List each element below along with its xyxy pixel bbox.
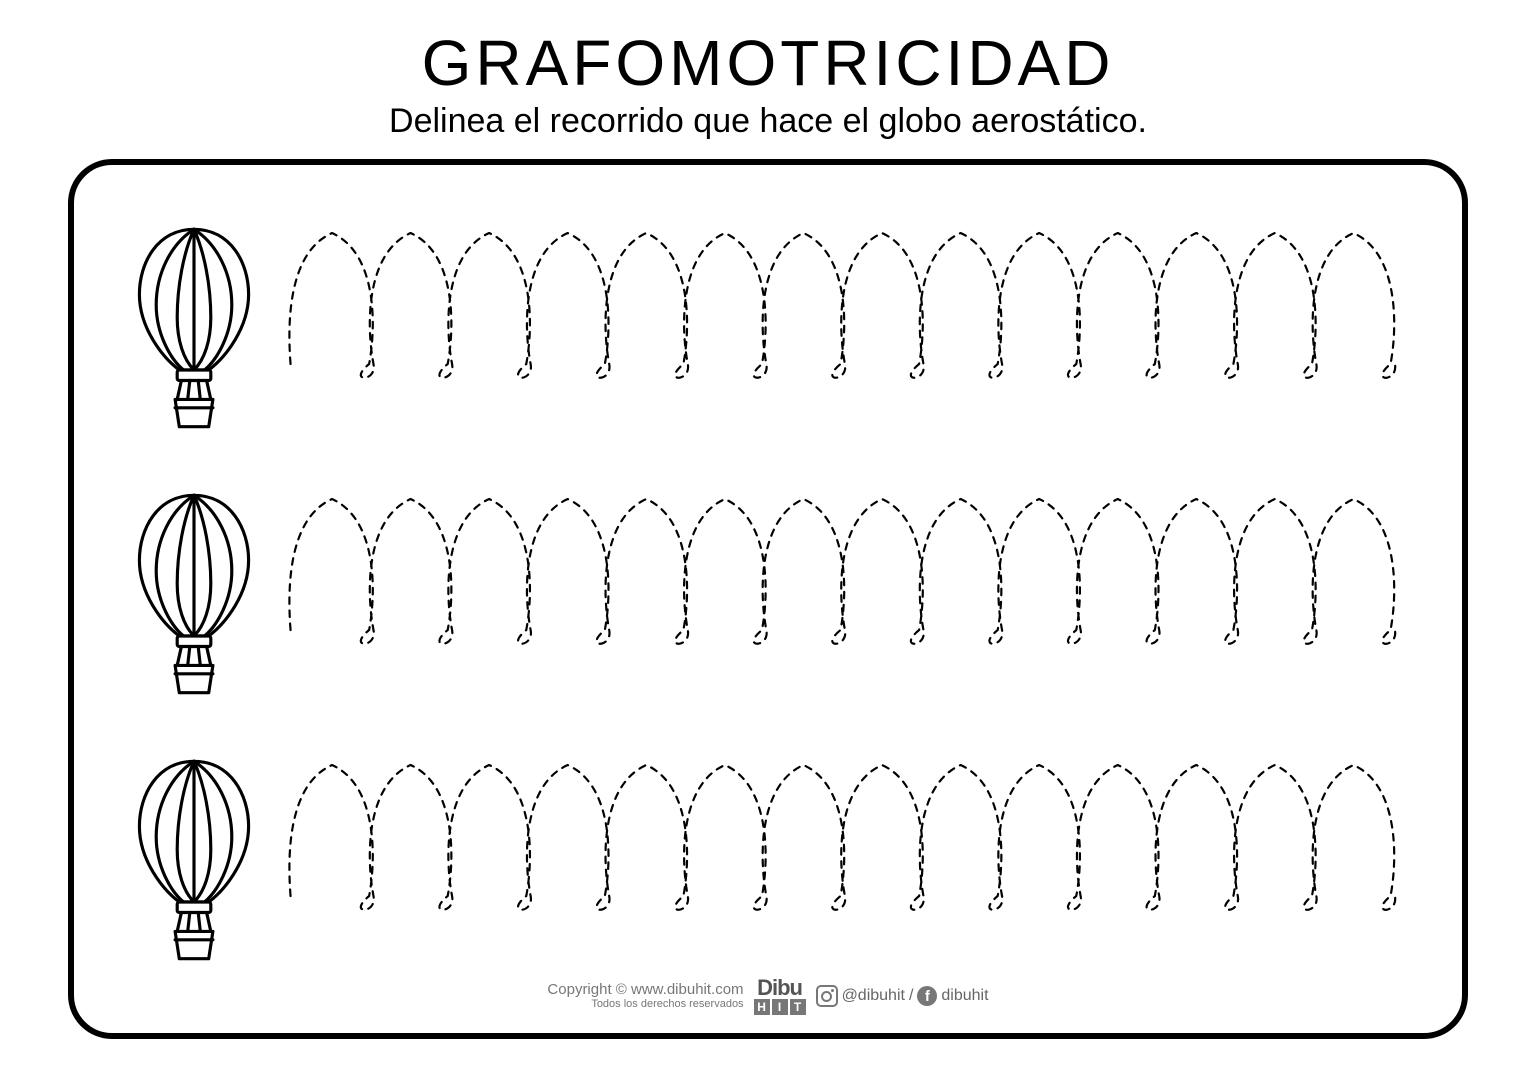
balloon-slot (104, 223, 284, 433)
copyright-text: Copyright © www.dibuhit.com (547, 982, 743, 999)
brand-box: I (772, 999, 788, 1015)
tracing-row (104, 213, 1432, 443)
activity-frame: Copyright © www.dibuhit.com Todos los de… (68, 159, 1468, 1039)
tracing-rows (104, 195, 1432, 1023)
footer-social: @dibuhit / f dibuhit (816, 985, 989, 1007)
loop-trace (284, 213, 1432, 443)
facebook-icon: f (917, 986, 937, 1006)
tracing-row (104, 745, 1432, 975)
facebook-handle: dibuhit (941, 987, 988, 1005)
hot-air-balloon-icon (124, 489, 264, 699)
trace-slot (284, 745, 1432, 975)
trace-slot (284, 213, 1432, 443)
hot-air-balloon-icon (124, 755, 264, 965)
balloon-slot (104, 755, 284, 965)
balloon-slot (104, 489, 284, 699)
instagram-icon (816, 985, 838, 1007)
page-title: GRAFOMOTRICIDAD (422, 26, 1115, 100)
footer: Copyright © www.dibuhit.com Todos los de… (74, 977, 1462, 1015)
brand-top: Dibu (757, 977, 802, 999)
hot-air-balloon-icon (124, 223, 264, 433)
brand-box: T (790, 999, 806, 1015)
rights-text: Todos los derechos reservados (547, 998, 743, 1010)
loop-trace (284, 745, 1432, 975)
instagram-handle: @dibuhit (842, 987, 905, 1005)
footer-copyright: Copyright © www.dibuhit.com Todos los de… (547, 982, 743, 1011)
brand-box: H (754, 999, 770, 1015)
brand-boxes: H I T (754, 999, 806, 1015)
worksheet-page: GRAFOMOTRICIDAD Delinea el recorrido que… (0, 0, 1536, 1086)
social-separator: / (909, 987, 913, 1005)
brand-logo: Dibu H I T (754, 977, 806, 1015)
tracing-row (104, 479, 1432, 709)
trace-slot (284, 479, 1432, 709)
page-subtitle: Delinea el recorrido que hace el globo a… (389, 102, 1147, 141)
loop-trace (284, 479, 1432, 709)
